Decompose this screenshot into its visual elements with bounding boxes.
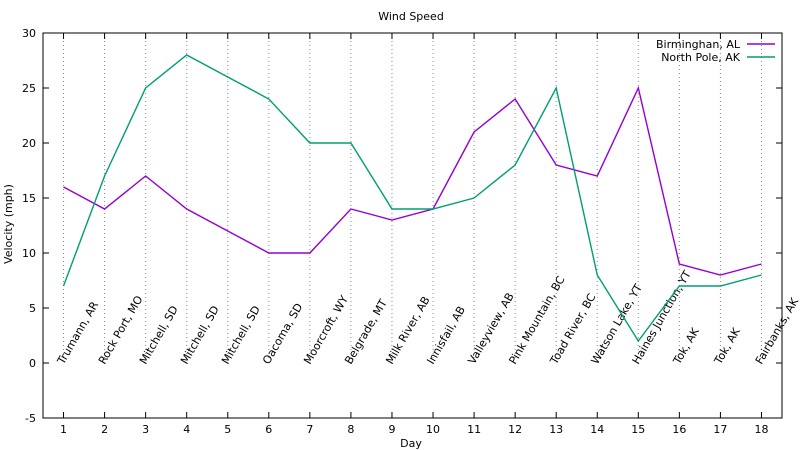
x-tick-label: 8	[347, 423, 354, 436]
point-annotation: Trumann, AR	[54, 299, 101, 367]
point-annotation: Tok, AK	[670, 325, 702, 367]
point-annotation: Innisfail, AB	[424, 304, 468, 367]
x-tick-label: 17	[713, 423, 727, 436]
x-tick-label: 2	[101, 423, 108, 436]
y-tick-label: 10	[22, 247, 36, 260]
x-tick-label: 9	[388, 423, 395, 436]
point-annotation: Tok, AK	[711, 325, 743, 367]
point-annotation: Mitchell, SD	[219, 304, 263, 367]
x-axis-label: Day	[400, 437, 422, 450]
x-tick-label: 1	[60, 423, 67, 436]
x-tick-label: 7	[306, 423, 313, 436]
point-annotation: Milk River, AB	[383, 294, 432, 366]
series-line-1	[63, 85, 762, 276]
x-tick-label: 10	[426, 423, 440, 436]
point-annotation: Mitchell, SD	[178, 304, 222, 367]
series-line-2	[62, 54, 762, 343]
y-tick-label: 0	[29, 357, 36, 370]
x-tick-label: 3	[142, 423, 149, 436]
x-tick-label: 6	[265, 423, 272, 436]
x-tick-label: 13	[549, 423, 563, 436]
x-tick-label: 14	[590, 423, 604, 436]
y-tick-label: 20	[22, 137, 36, 150]
point-annotation: Fairbanks, AK	[753, 295, 800, 366]
legend-label: North Pole, AK	[661, 51, 741, 64]
plot-border	[42, 32, 783, 419]
x-tick-label: 16	[672, 423, 686, 436]
y-tick-label: 5	[29, 302, 36, 315]
x-tick-label: 4	[183, 423, 190, 436]
x-tick-label: 18	[754, 423, 768, 436]
point-annotation: Belgrade, MT	[342, 297, 390, 367]
point-annotation: Mitchell, SD	[137, 304, 181, 367]
x-tick-label: 15	[631, 423, 645, 436]
y-axis-label: Velocity (mph)	[2, 184, 15, 264]
point-annotation: Rock Port, MO	[96, 293, 146, 366]
chart-title: Wind Speed	[378, 10, 444, 23]
x-tick-label: 5	[224, 423, 231, 436]
x-tick-label: 11	[467, 423, 481, 436]
y-tick-label: 30	[22, 27, 36, 40]
point-annotation: Moorcroft, WY	[301, 293, 351, 366]
point-annotation: Oacoma, SD	[260, 301, 305, 366]
y-tick-label: 15	[22, 192, 36, 205]
x-tick-label: 12	[508, 423, 522, 436]
legend-label: Birminghan, AL	[656, 38, 741, 51]
y-tick-label: -5	[25, 412, 36, 425]
y-tick-label: 25	[22, 82, 36, 95]
